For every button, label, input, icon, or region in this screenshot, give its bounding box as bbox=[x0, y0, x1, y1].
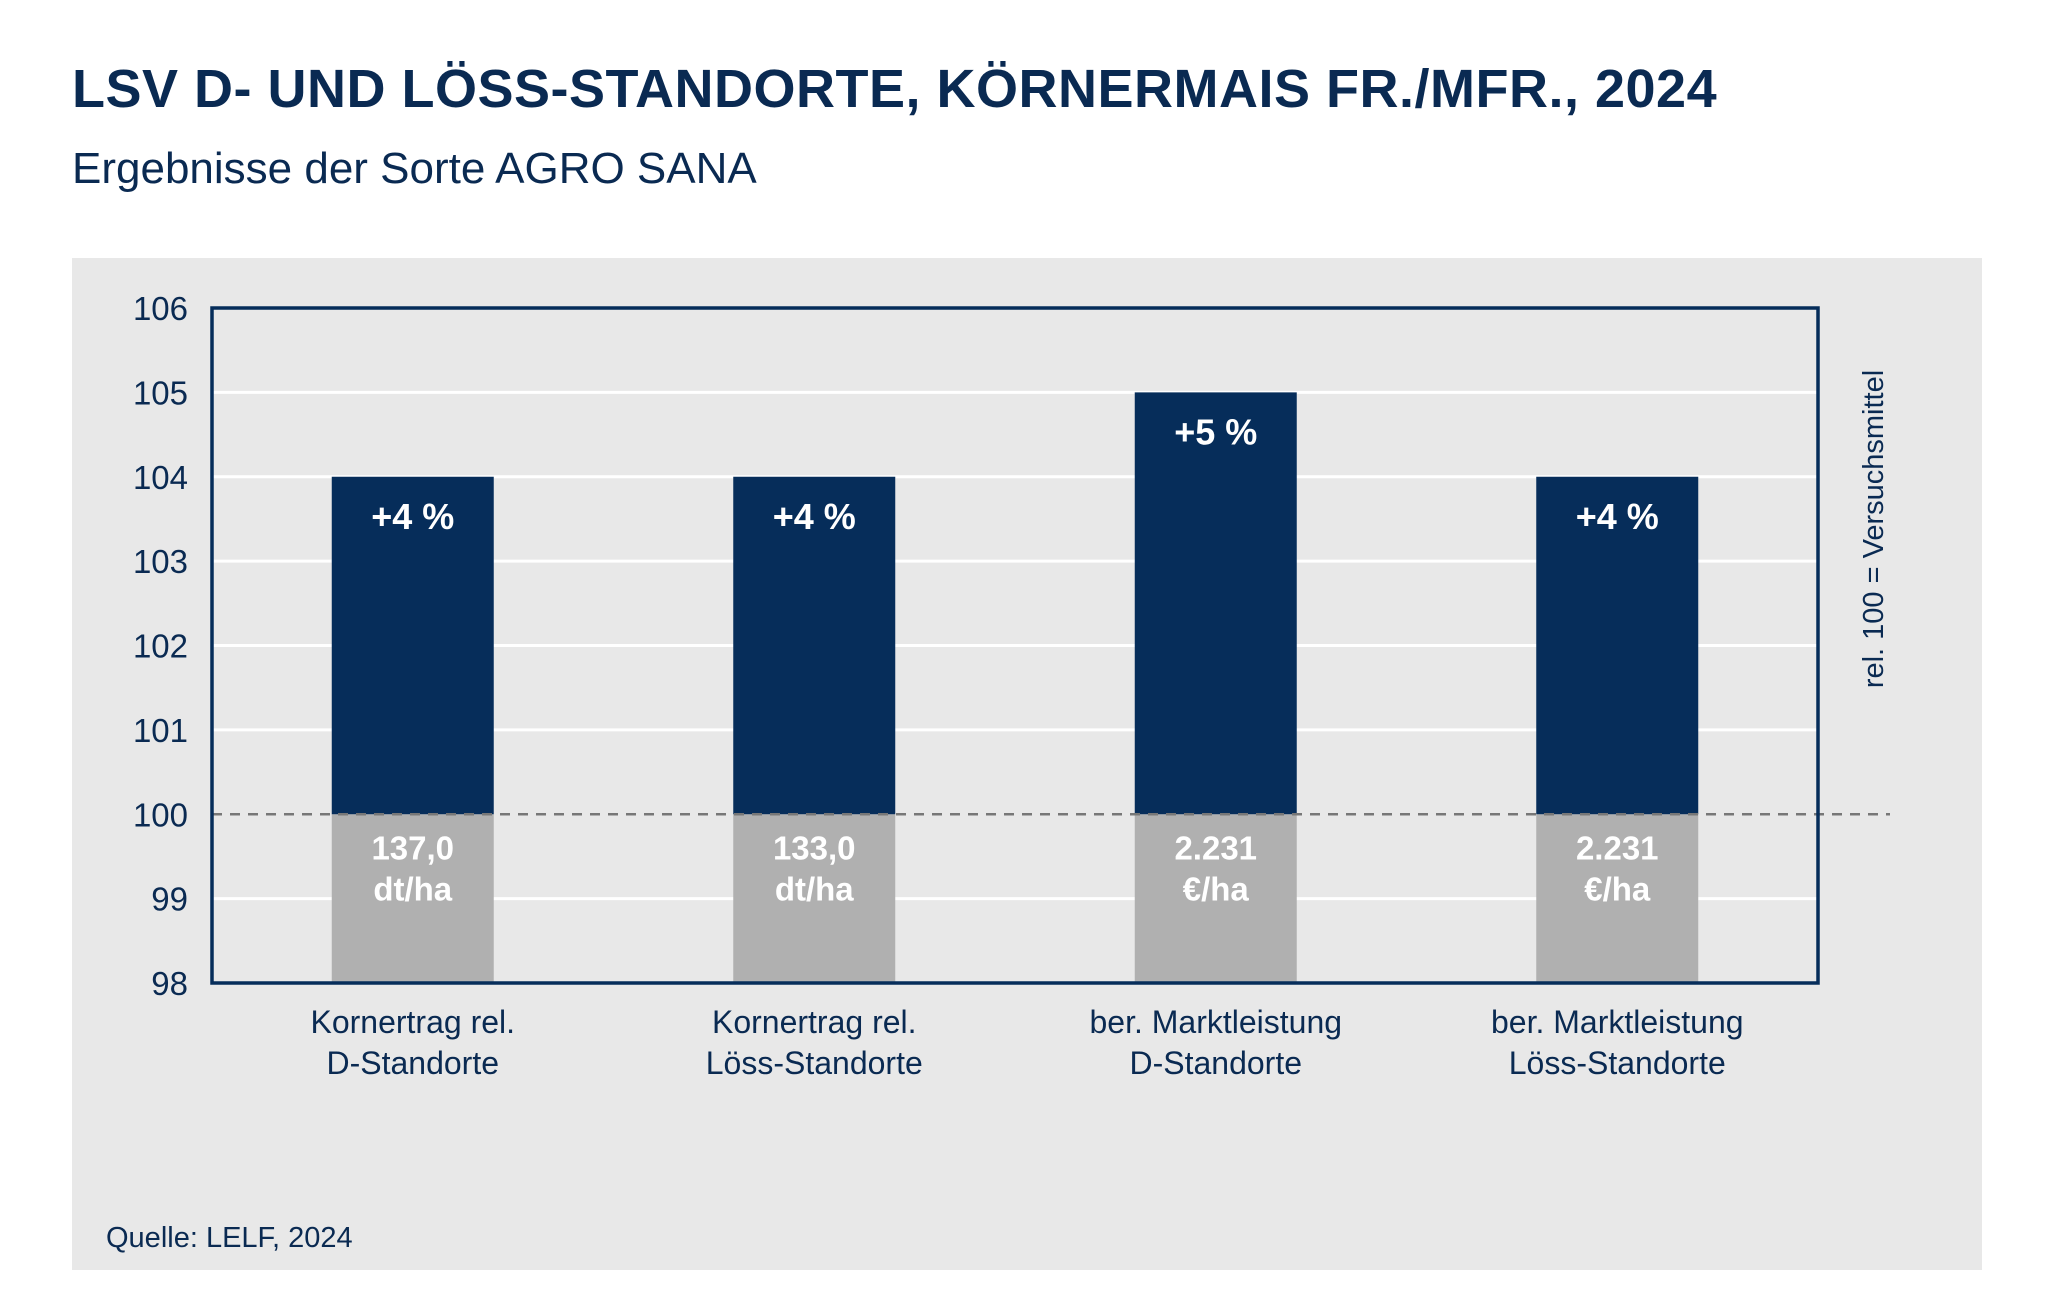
chart-subtitle: Ergebnisse der Sorte AGRO SANA bbox=[72, 144, 757, 193]
y-tick-label: 100 bbox=[133, 796, 188, 833]
y-tick-label: 101 bbox=[133, 712, 188, 749]
bar-value-label: +4 % bbox=[773, 496, 856, 537]
x-category-label: D-Standorte bbox=[326, 1045, 499, 1081]
x-category-label: D-Standorte bbox=[1129, 1045, 1302, 1081]
y-tick-label: 99 bbox=[151, 881, 188, 918]
bar-base bbox=[1134, 814, 1297, 983]
y-tick-label: 102 bbox=[133, 628, 188, 665]
bar bbox=[1536, 476, 1699, 815]
plot-frame bbox=[210, 306, 1820, 985]
bar-base bbox=[331, 814, 494, 983]
bar-base-unit: €/ha bbox=[1183, 870, 1250, 907]
chart-panel: 98 99 100 101 102 103 104 105 106 +4 % 137,0 dt/ha K… bbox=[72, 258, 1982, 1270]
bar bbox=[331, 476, 494, 815]
y-tick-label: 105 bbox=[133, 374, 188, 411]
bar-base-label: 133,0 bbox=[773, 829, 856, 866]
source-note: Quelle: LELF, 2024 bbox=[106, 1222, 353, 1254]
bar-base-unit: dt/ha bbox=[775, 870, 854, 907]
bar-value-label: +4 % bbox=[371, 496, 454, 537]
y-tick-label: 98 bbox=[151, 965, 188, 1002]
x-category-label: Kornertrag rel. bbox=[712, 1004, 917, 1040]
x-category-label: Löss-Standorte bbox=[1509, 1045, 1726, 1081]
bar-base-label: 2.231 bbox=[1576, 829, 1659, 866]
bar-base bbox=[733, 814, 896, 983]
y-tick-label: 104 bbox=[133, 459, 188, 496]
x-category-label: ber. Marktleistung bbox=[1491, 1004, 1744, 1040]
bar-value-label: +4 % bbox=[1576, 496, 1659, 537]
y-tick-label: 106 bbox=[133, 290, 188, 327]
bar-base-unit: €/ha bbox=[1584, 870, 1651, 907]
bar-value-label: +5 % bbox=[1174, 411, 1257, 452]
x-category-label: ber. Marktleistung bbox=[1089, 1004, 1342, 1040]
bar bbox=[1134, 392, 1297, 815]
bar bbox=[733, 476, 896, 815]
bar-chart: 98 99 100 101 102 103 104 105 106 +4 % 137,0 dt/ha K… bbox=[133, 290, 1890, 1081]
right-axis-label: rel. 100 = Versuchsmittel bbox=[1858, 370, 1890, 688]
bar-base-label: 137,0 bbox=[371, 829, 454, 866]
x-category-label: Kornertrag rel. bbox=[310, 1004, 515, 1040]
x-category-label: Löss-Standorte bbox=[706, 1045, 923, 1081]
chart-title: LSV D- UND LÖSS-STANDORTE, KÖRNERMAIS FR… bbox=[72, 59, 1718, 119]
bar-base bbox=[1536, 814, 1699, 983]
bar-base-unit: dt/ha bbox=[373, 870, 452, 907]
bar-base-label: 2.231 bbox=[1174, 829, 1257, 866]
y-tick-label: 103 bbox=[133, 543, 188, 580]
